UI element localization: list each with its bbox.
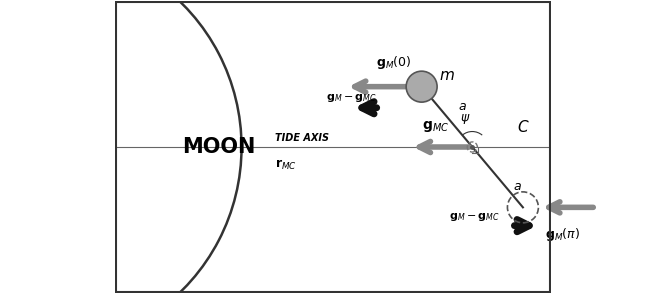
Text: $a$: $a$ (458, 100, 467, 113)
Text: $m$: $m$ (438, 68, 454, 83)
Text: $\psi$: $\psi$ (460, 112, 470, 126)
Text: $\mathbf{g}_{MC}$: $\mathbf{g}_{MC}$ (422, 119, 449, 134)
Text: TIDE AXIS: TIDE AXIS (275, 133, 329, 143)
Text: $C$: $C$ (517, 119, 530, 135)
Text: $\mathbf{g}_{M}-\mathbf{g}_{MC}$: $\mathbf{g}_{M}-\mathbf{g}_{MC}$ (326, 91, 376, 103)
Text: $a$: $a$ (513, 180, 522, 193)
Text: $\mathbf{r}_{MC}$: $\mathbf{r}_{MC}$ (275, 158, 297, 172)
Text: $\mathbf{g}_{M}-\mathbf{g}_{MC}$: $\mathbf{g}_{M}-\mathbf{g}_{MC}$ (450, 211, 500, 223)
Circle shape (406, 71, 437, 102)
Text: $\mathbf{g}_{M}(0)$: $\mathbf{g}_{M}(0)$ (376, 54, 412, 71)
Text: MOON: MOON (182, 137, 256, 157)
Text: $\mathbf{g}_{M}(\pi)$: $\mathbf{g}_{M}(\pi)$ (545, 225, 580, 243)
